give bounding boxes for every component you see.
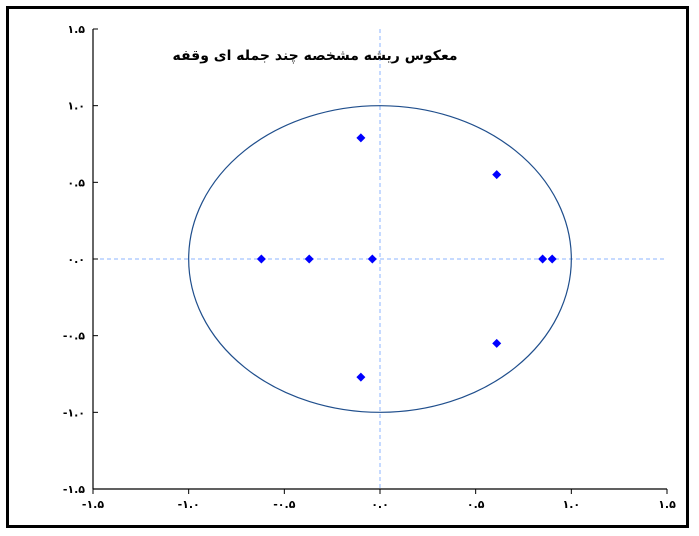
data-point <box>256 254 266 264</box>
points-layer <box>256 133 557 382</box>
y-tick-label: -۱.۰ <box>63 406 85 419</box>
y-tick-label: ۰.۰ <box>67 253 85 266</box>
chart-title: معکوس ریشه مشخصه چند جمله ای وقفه <box>172 48 457 64</box>
data-point <box>356 133 366 143</box>
unit-circle-layer <box>188 105 572 413</box>
x-tick-label: -۰.۵ <box>273 498 295 511</box>
y-tick-label: ۰.۵ <box>67 176 85 189</box>
x-tick-label: -۱.۵ <box>82 498 104 511</box>
data-point <box>492 338 502 348</box>
chart-frame: -۱.۵ -۱.۰ -۰.۵ ۰.۰ ۰.۵ ۱.۰ ۱.۵ -۱.۵ -۱.۰ -۰.۵ ۰.۰ ۰… <box>6 6 689 528</box>
data-point <box>538 254 548 264</box>
crosshair-layer <box>93 29 667 489</box>
scatter-chart: -۱.۵ -۱.۰ -۰.۵ ۰.۰ ۰.۵ ۱.۰ ۱.۵ -۱.۵ -۱.۰ -۰.۵ ۰.۰ ۰… <box>63 23 676 511</box>
data-point <box>304 254 314 264</box>
data-point <box>547 254 557 264</box>
x-tick-label: ۱.۵ <box>658 498 676 511</box>
data-point <box>367 254 377 264</box>
y-tick-label: -۰.۵ <box>63 330 85 343</box>
x-tick-label: ۱.۰ <box>563 498 581 511</box>
x-tick-label: ۰.۰ <box>371 498 389 511</box>
x-tick-label: -۱.۰ <box>178 498 200 511</box>
y-tick-label: -۱.۵ <box>63 483 85 496</box>
unit-circle <box>188 105 572 413</box>
data-point <box>356 372 366 382</box>
data-point <box>492 170 502 180</box>
ticks-layer: -۱.۵ -۱.۰ -۰.۵ ۰.۰ ۰.۵ ۱.۰ ۱.۵ -۱.۵ -۱.۰ -۰.۵ ۰.۰ ۰… <box>63 23 676 511</box>
x-tick-label: ۰.۵ <box>467 498 485 511</box>
y-tick-label: ۱.۵ <box>67 23 85 36</box>
y-tick-label: ۱.۰ <box>67 100 85 113</box>
